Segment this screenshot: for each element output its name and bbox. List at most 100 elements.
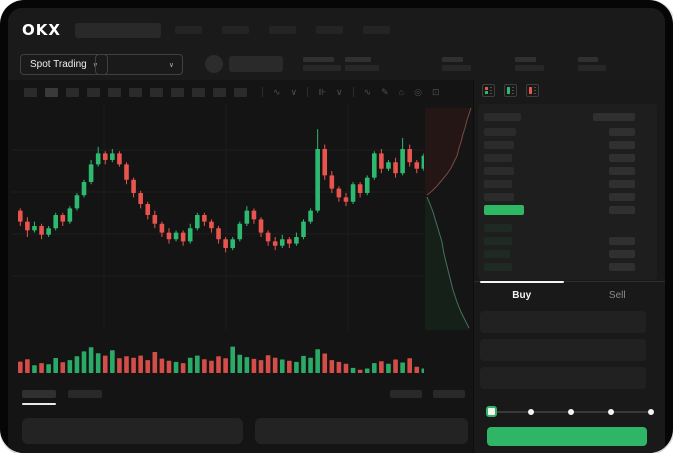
toolbar-slot[interactable] [234,87,247,97]
price-cell [484,193,514,201]
amount-cell [609,180,635,188]
market-type-label: Spot Trading [30,59,87,70]
ask-row[interactable] [478,179,657,189]
volume-svg [18,346,424,373]
stat-group [345,57,379,71]
bid-row[interactable] [478,236,657,246]
amount-cell [609,263,635,271]
ask-row[interactable] [478,140,657,150]
order-input-field[interactable] [480,367,646,389]
fullscreen-icon[interactable]: ⊡ [431,86,440,97]
indicators-icon[interactable]: ∿ [363,86,372,97]
book-icon-bar [507,87,510,94]
stat-group [303,57,341,71]
search-placeholder[interactable] [74,22,161,38]
orderbook [478,104,657,280]
orderbook-view-toggles [482,84,539,97]
bottom-tab-right[interactable] [433,390,465,398]
slider-stop[interactable] [528,409,534,415]
ask-row[interactable] [478,153,657,163]
bid-row[interactable] [478,249,657,259]
toolbar-slot[interactable] [150,87,163,97]
volume-pane [8,334,473,374]
buy-submit-button[interactable] [487,427,647,446]
toolbar-slots [24,87,255,97]
toolbar-slot[interactable] [66,87,79,97]
book-icon-bar [485,87,488,94]
coin-icon [205,55,223,73]
book-both-icon[interactable] [482,84,495,97]
amount-slider[interactable] [486,406,654,418]
last-price-row[interactable] [478,205,657,215]
draw-tools-icon[interactable]: ✎ [381,86,389,97]
book-icon-bar [529,87,532,94]
depth-chart [425,104,473,330]
toolbar-divider [307,87,309,97]
bottom-panels [8,418,473,446]
toolbar-slot[interactable] [24,87,37,97]
stat-group [578,57,606,71]
ask-row[interactable] [478,127,657,137]
order-input-field[interactable] [480,311,646,333]
book-icon-lines [512,86,514,95]
trade-panel: Buy Sell [473,80,665,453]
toolbar-slot[interactable] [87,87,100,97]
line-type-icon[interactable]: ∿ [273,86,281,97]
bottom-tab-active[interactable] [22,390,56,398]
toolbar-divider [262,87,263,97]
slider-stop[interactable] [608,409,614,415]
nav-item[interactable] [174,26,202,34]
bottom-panel-right [255,418,468,444]
toolbar-slot[interactable] [171,87,184,97]
candlestick-chart[interactable] [8,104,473,330]
slider-handle[interactable] [486,406,497,417]
chevron-down-icon[interactable]: ∨ [335,86,343,97]
top-nav: OKX [8,8,665,52]
toolbar-icons: ∿ ∨ ⊪ ∨ ∿ ✎ ⌂ ◎ ⊡ [257,87,445,97]
nav-item[interactable] [268,26,296,34]
book-asks-icon[interactable] [526,84,539,97]
bid-row[interactable] [478,223,657,233]
candles-svg [12,104,424,330]
toolbar-slot[interactable] [108,87,121,97]
toolbar-slot[interactable] [129,87,142,97]
settings-icon[interactable]: ◎ [414,86,422,97]
ask-row[interactable] [478,166,657,176]
bottom-tab[interactable] [68,390,102,398]
chart-section: ∿ ∨ ⊪ ∨ ∿ ✎ ⌂ ◎ ⊡ [8,80,473,453]
nav-item[interactable] [362,26,390,34]
stat-group [442,57,471,71]
price-cell [484,141,514,149]
snapshot-icon[interactable]: ⌂ [398,86,405,97]
price-cell [484,224,512,232]
book-header[interactable] [478,112,657,122]
bid-row[interactable] [478,262,657,272]
buy-sell-tabs: Buy Sell [474,281,665,308]
slider-stop[interactable] [568,409,574,415]
nav-item[interactable] [315,26,343,34]
nav-items [174,26,390,34]
nav-item[interactable] [221,26,249,34]
toolbar-slot[interactable] [45,87,58,97]
tab-buy[interactable]: Buy [512,289,532,301]
order-input-field[interactable] [480,339,646,361]
amount-cell [609,167,635,175]
tab-sell[interactable]: Sell [608,289,626,301]
chevron-down-icon[interactable]: ∨ [290,86,298,97]
amount-cell [609,154,635,162]
toolbar-slot[interactable] [213,87,226,97]
price-cell [484,167,514,175]
active-tab-indicator [480,281,564,283]
ask-row[interactable] [478,192,657,202]
price-cell [484,263,512,271]
bottom-tab-right[interactable] [390,390,422,398]
okx-logo: OKX [22,21,61,39]
book-bids-icon[interactable] [504,84,517,97]
active-tab-indicator [22,403,56,405]
pair-dropdown[interactable]: ∨ [95,54,183,75]
pair-name-placeholder [229,56,283,72]
toolbar-slot[interactable] [192,87,205,97]
price-cell [484,154,512,162]
candle-style-icon[interactable]: ⊪ [318,86,326,97]
slider-stop[interactable] [648,409,654,415]
